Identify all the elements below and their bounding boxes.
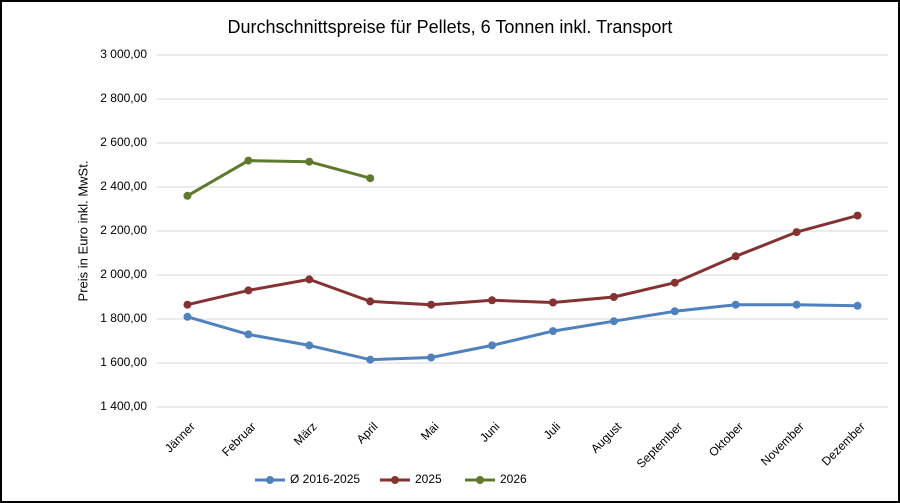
data-point (548, 298, 557, 307)
data-point (183, 300, 192, 309)
legend-marker (476, 476, 484, 484)
legend-marker (266, 476, 274, 484)
data-point (609, 317, 618, 326)
data-point (366, 355, 375, 364)
data-point (244, 286, 253, 295)
data-point (488, 296, 497, 305)
data-point (305, 341, 314, 350)
y-tick-label: 1 800,00 (100, 311, 147, 325)
series-line (187, 303, 858, 362)
y-axis-label: Preis in Euro inkl. MwSt. (75, 161, 90, 302)
data-point (670, 307, 679, 316)
data-point (183, 312, 192, 321)
y-tick-label: 1 400,00 (100, 399, 147, 413)
data-point (792, 228, 801, 237)
data-point (731, 252, 740, 261)
data-point (305, 157, 314, 166)
legend-label: 2026 (500, 472, 527, 486)
data-point (670, 278, 679, 287)
y-tick-label: 1 600,00 (100, 355, 147, 369)
y-tick-label: 2 600,00 (100, 135, 147, 149)
data-point (183, 191, 192, 200)
data-point (244, 156, 253, 165)
series-line (186, 159, 371, 198)
data-point (853, 301, 862, 310)
legend-marker (391, 476, 399, 484)
data-point (548, 327, 557, 336)
legend-label: 2025 (415, 472, 442, 486)
data-point (244, 330, 253, 339)
y-tick-label: 3 000,00 (100, 47, 147, 61)
data-point (609, 293, 618, 301)
data-point (853, 211, 862, 220)
y-tick-label: 2 800,00 (100, 91, 147, 105)
data-point (731, 300, 740, 309)
data-point (305, 275, 314, 284)
y-tick-label: 2 200,00 (100, 223, 147, 237)
series-line (187, 214, 858, 307)
y-tick-label: 2 000,00 (100, 267, 147, 281)
data-point (792, 300, 801, 309)
data-point (427, 353, 436, 362)
y-tick-label: 2 400,00 (100, 179, 147, 193)
chart-title: Durchschnittspreise für Pellets, 6 Tonne… (228, 17, 673, 37)
data-point (366, 297, 375, 306)
data-point (427, 300, 436, 309)
legend-label: Ø 2016-2025 (290, 472, 360, 486)
data-point (488, 341, 497, 350)
data-point (366, 174, 375, 183)
